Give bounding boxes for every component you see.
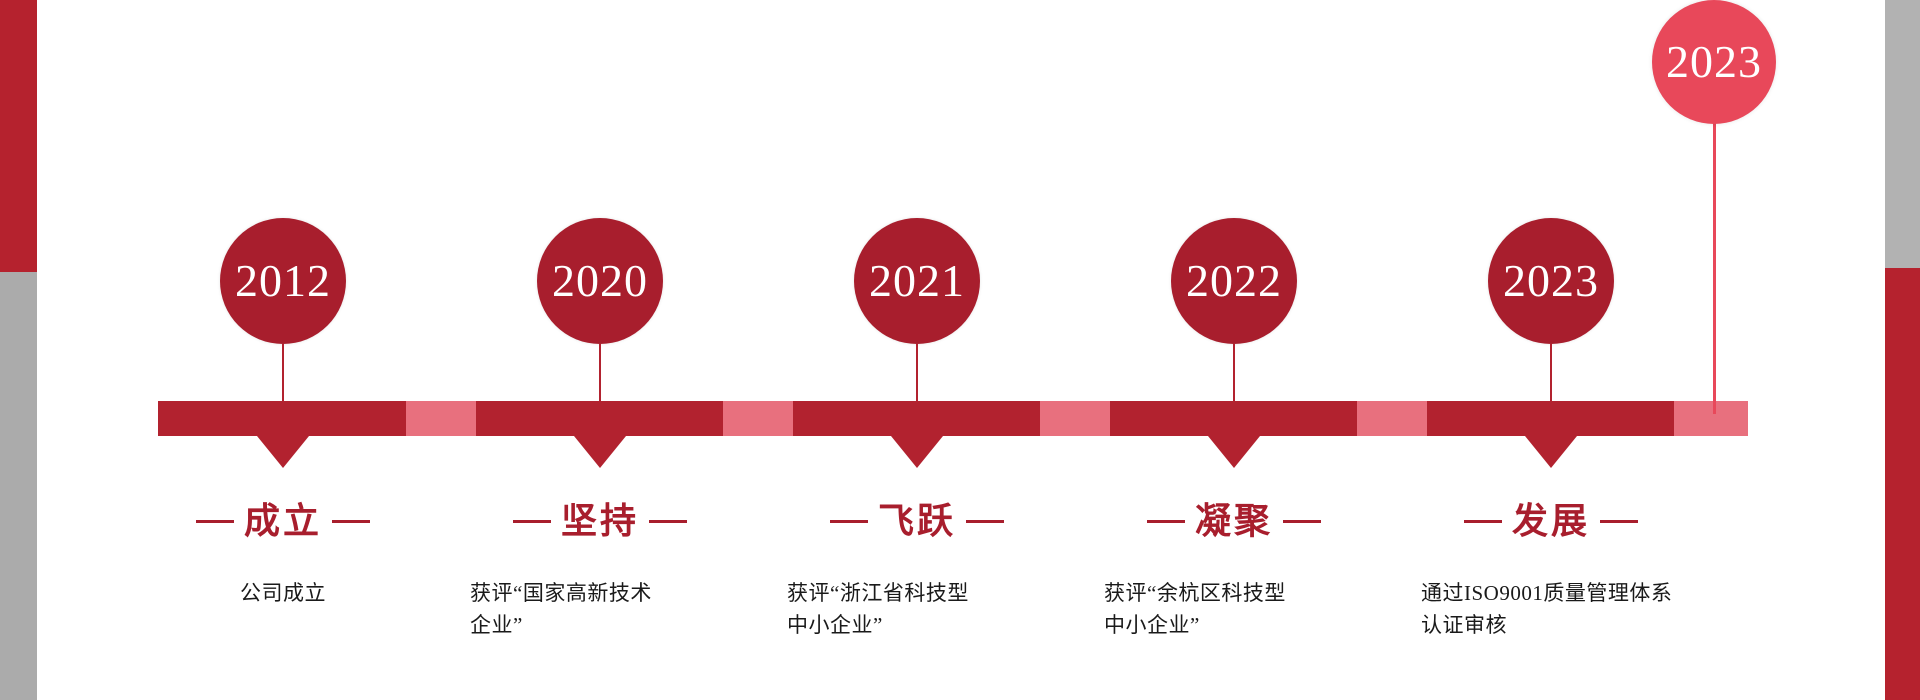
heading-rule-right <box>966 520 1004 523</box>
current-year-circle: 2023 <box>1652 0 1776 124</box>
rail-segment-dark <box>1110 401 1357 436</box>
milestone-year-circle: 2022 <box>1171 218 1297 344</box>
left-edge-red-bar <box>0 0 37 272</box>
heading-rule-left <box>512 520 551 523</box>
milestone-pointer-triangle-icon <box>257 436 309 468</box>
current-year-stem <box>1712 122 1716 414</box>
rail-segment-light <box>1674 401 1748 436</box>
heading-rule-right <box>649 520 687 523</box>
right-edge-gray-bar <box>1885 0 1920 268</box>
rail-segment-light <box>1357 401 1427 436</box>
milestone-pointer-triangle-icon <box>1208 436 1260 468</box>
milestone-description: 获评“浙江省科技型 中小企业” <box>787 581 969 637</box>
heading-rule-left <box>1463 520 1502 523</box>
rail-segment-light <box>406 401 476 436</box>
milestone-heading-label: 坚持 <box>560 501 639 541</box>
rail-segment-dark <box>1427 401 1674 436</box>
milestone-description: 获评“国家高新技术 企业” <box>470 581 652 637</box>
milestone-description: 公司成立 <box>240 581 326 605</box>
milestone-description: 通过ISO9001质量管理体系 认证审核 <box>1421 581 1673 637</box>
milestone-pointer-triangle-icon <box>574 436 626 468</box>
milestone-heading: 发展 <box>1381 492 1721 544</box>
milestone-heading-label: 成立 <box>243 501 322 541</box>
heading-rule-left <box>829 520 868 523</box>
rail-segment-light <box>1040 401 1110 436</box>
milestone-year-circle: 2020 <box>537 218 663 344</box>
heading-rule-right <box>332 520 370 523</box>
milestone-pointer-triangle-icon <box>891 436 943 468</box>
right-edge-red-bar <box>1885 268 1920 700</box>
heading-rule-right <box>1600 520 1638 523</box>
rail-segment-dark <box>476 401 723 436</box>
milestone-heading-label: 飞跃 <box>877 501 956 541</box>
milestone-year-circle: 2012 <box>220 218 346 344</box>
milestone-stem <box>1550 344 1552 402</box>
heading-rule-left <box>195 520 234 523</box>
milestone-pointer-triangle-icon <box>1525 436 1577 468</box>
milestone-heading: 坚持 <box>430 492 770 544</box>
milestone-stem <box>282 344 284 402</box>
rail-segment-dark <box>158 401 406 436</box>
heading-rule-left <box>1146 520 1185 523</box>
milestone-heading-label: 凝聚 <box>1194 501 1273 541</box>
milestone-heading: 飞跃 <box>747 492 1087 544</box>
rail-segment-dark <box>793 401 1040 436</box>
milestone-stem <box>1233 344 1235 402</box>
milestone-heading: 成立 <box>113 492 453 544</box>
milestone-year-circle: 2023 <box>1488 218 1614 344</box>
milestone-year-circle: 2021 <box>854 218 980 344</box>
rail-segment-light <box>723 401 793 436</box>
milestone-heading-label: 发展 <box>1511 501 1590 541</box>
milestone-stem <box>916 344 918 402</box>
heading-rule-right <box>1283 520 1321 523</box>
timeline-rail <box>158 401 1748 436</box>
milestone-stem <box>599 344 601 402</box>
milestone-description: 获评“余杭区科技型 中小企业” <box>1104 581 1286 637</box>
milestone-heading: 凝聚 <box>1064 492 1404 544</box>
left-edge-gray-bar <box>0 272 37 700</box>
